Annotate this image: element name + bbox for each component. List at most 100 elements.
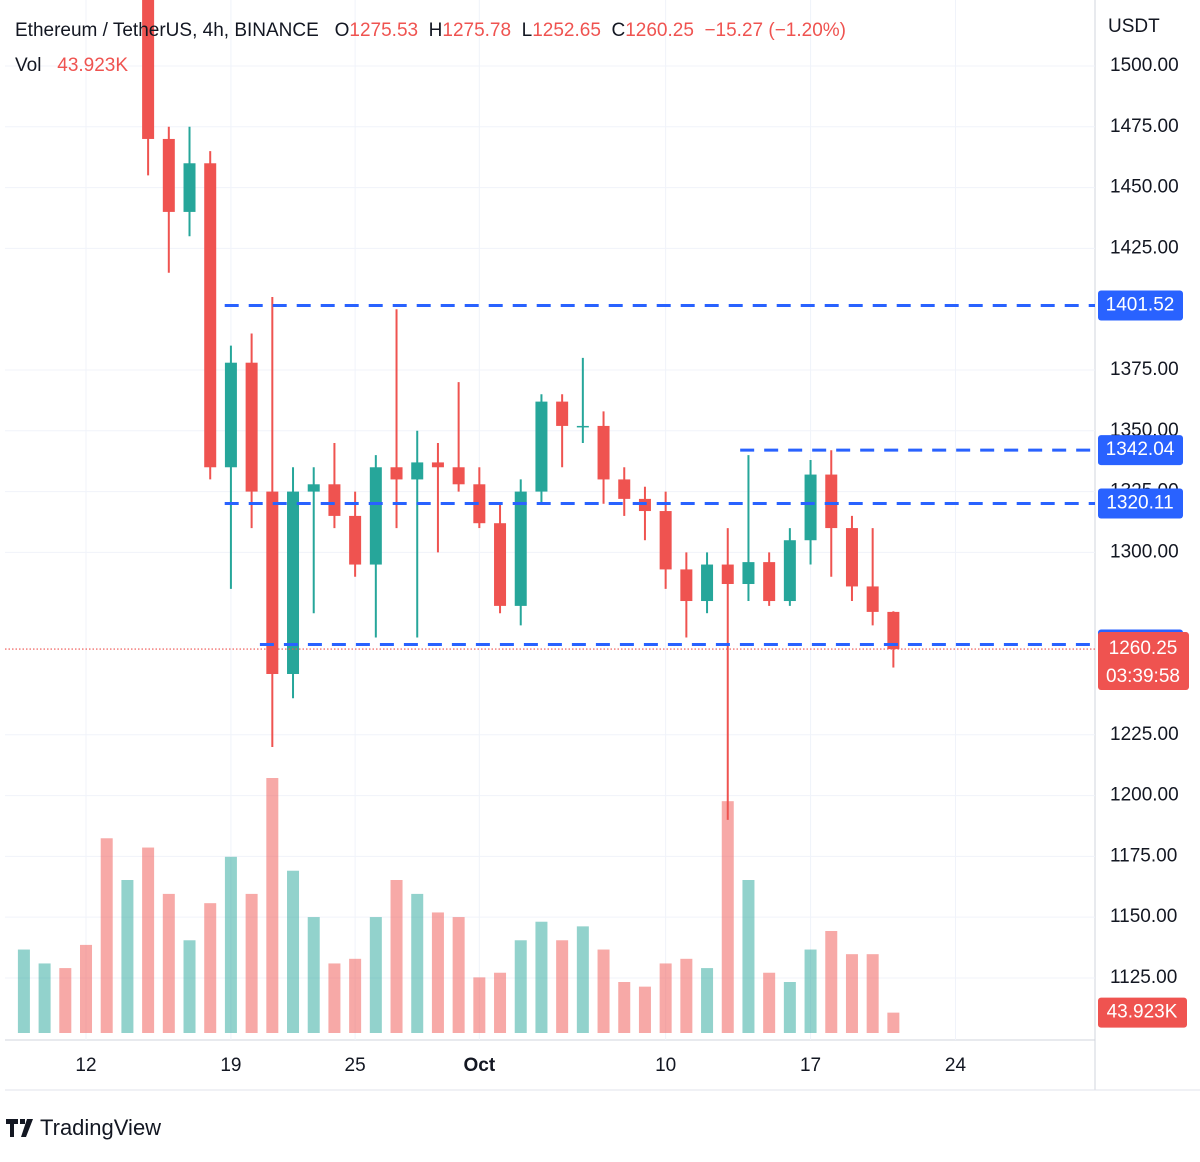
- volume-bar: [804, 949, 817, 1033]
- volume-bar: [17, 949, 30, 1033]
- volume-bar: [866, 954, 879, 1033]
- volume-title: Vol: [15, 55, 42, 76]
- x-tick-label: 17: [800, 1055, 821, 1076]
- level-label: 1320.11: [1106, 492, 1173, 513]
- volume-bar: [369, 917, 382, 1033]
- y-tick-label: 1300.00: [1110, 541, 1179, 562]
- level-label: 1401.52: [1106, 295, 1175, 316]
- last-price-box: [1098, 632, 1189, 691]
- y-tick-label: 1500.00: [1110, 55, 1179, 76]
- high-value: 1275.78: [442, 20, 512, 41]
- y-tick-label: 1200.00: [1110, 785, 1179, 806]
- candle-body: [204, 163, 217, 468]
- candle-body: [328, 484, 341, 516]
- candle-body: [763, 562, 776, 602]
- ohlc-key: H: [428, 20, 443, 41]
- volume-bar: [659, 963, 672, 1033]
- ohlc-key: L: [521, 20, 533, 41]
- volume-bar: [618, 982, 631, 1033]
- x-tick-label: 12: [75, 1055, 96, 1076]
- y-tick-label: 1375.00: [1110, 359, 1179, 380]
- volume-bar: [701, 968, 714, 1033]
- candle-body: [473, 484, 486, 524]
- x-tick-label: 25: [345, 1055, 366, 1076]
- x-tick-label: 24: [945, 1055, 967, 1076]
- volume-bar: [59, 968, 72, 1033]
- volume-bar: [80, 944, 93, 1033]
- open-value: 1275.53: [349, 20, 419, 41]
- volume-bar: [597, 949, 610, 1033]
- volume-bar: [763, 972, 776, 1033]
- candle-body: [535, 401, 548, 492]
- volume-bar: [783, 982, 796, 1033]
- volume-bar: [100, 838, 113, 1033]
- candle-body: [390, 467, 403, 480]
- candle-body: [576, 425, 589, 428]
- volume-bar: [349, 958, 362, 1033]
- candle-body: [866, 586, 879, 612]
- x-tick-label: Oct: [463, 1055, 495, 1076]
- x-tick-label: 10: [655, 1055, 676, 1076]
- candle-body: [556, 401, 569, 426]
- level-label-box: [1098, 488, 1183, 519]
- y-tick-label: 1150.00: [1110, 906, 1177, 927]
- volume-bar: [825, 931, 838, 1033]
- candle-body: [142, 0, 155, 139]
- candle-body: [183, 163, 196, 212]
- candle-body: [783, 540, 796, 602]
- header: Ethereum / TetherUS, 4h, BINANCE O1275.5…: [15, 20, 846, 42]
- level-label-box: [1098, 290, 1183, 321]
- volume-bar: [121, 880, 134, 1033]
- low-value: 1252.65: [532, 20, 601, 41]
- close-value: 1260.25: [625, 20, 694, 41]
- volume-bar: [680, 958, 693, 1033]
- candle-body: [369, 467, 382, 565]
- candle-body: [245, 362, 258, 492]
- y-tick-label: 1225.00: [1110, 724, 1179, 745]
- volume-bar: [204, 903, 217, 1033]
- volume-bar: [494, 972, 507, 1033]
- candle-body: [680, 569, 693, 602]
- volume-bar: [556, 940, 569, 1033]
- volume-bar: [390, 880, 403, 1033]
- volume-header: Vol 43.923K: [15, 55, 128, 77]
- volume-bar: [638, 986, 651, 1033]
- volume-bar: [887, 1012, 900, 1033]
- volume-bar: [535, 921, 548, 1033]
- volume-bar: [721, 801, 734, 1033]
- candle-body: [494, 523, 507, 606]
- symbol-title: Ethereum / TetherUS, 4h, BINANCE: [15, 20, 319, 41]
- candle-body: [266, 491, 279, 674]
- volume-bar: [287, 870, 300, 1033]
- y-tick-label: 1425.00: [1110, 237, 1179, 258]
- candle-body: [804, 474, 817, 541]
- volume-bar: [224, 856, 237, 1033]
- volume-bar: [142, 847, 155, 1033]
- candle-body: [224, 362, 237, 468]
- volume-bar: [38, 963, 51, 1033]
- volume-bar: [266, 778, 279, 1033]
- candle-body: [887, 611, 900, 650]
- candle-body: [825, 474, 838, 529]
- brand-logo: [6, 1119, 33, 1137]
- brand[interactable]: TradingView: [6, 1115, 161, 1141]
- volume-bar: [307, 917, 320, 1033]
- candle-body: [162, 138, 175, 212]
- volume-bar: [245, 893, 258, 1033]
- candle-body: [307, 484, 320, 492]
- candle-body: [349, 515, 362, 565]
- candle-body: [659, 511, 672, 570]
- level-label-box: [1098, 435, 1183, 466]
- volume-bar: [183, 940, 196, 1033]
- countdown: 03:39:58: [1106, 666, 1180, 687]
- volume-label-box: [1098, 997, 1187, 1028]
- plot: [5, 0, 1095, 1040]
- ohlc-key: O: [334, 20, 350, 41]
- currency: USDT: [1108, 16, 1160, 37]
- volume-bar: [514, 940, 527, 1033]
- volume-bar: [162, 893, 175, 1033]
- y-tick-label: 1175.00: [1110, 845, 1177, 866]
- y-tick-label: 1450.00: [1110, 177, 1179, 198]
